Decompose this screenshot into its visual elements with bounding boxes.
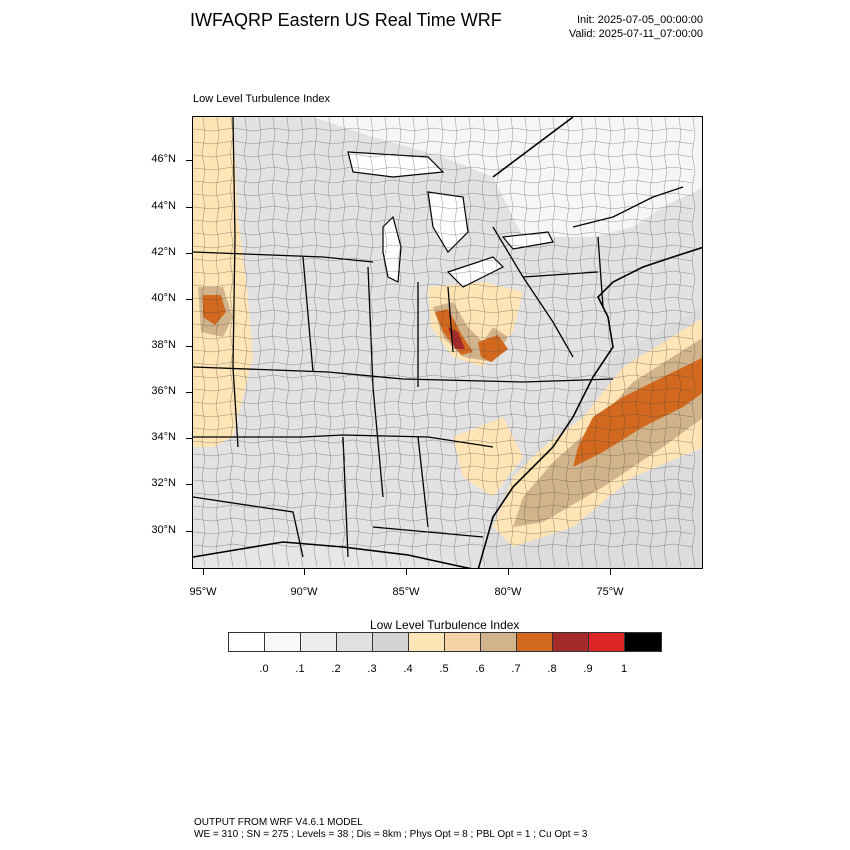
lon-tick [610, 569, 611, 575]
west-max [203, 295, 226, 325]
colorbar-label: .3 [367, 663, 377, 675]
lat-label: 36°N [151, 385, 176, 397]
ohio-max [448, 327, 465, 349]
lat-label: 30°N [151, 524, 176, 536]
init-time: Init: 2025-07-05_00:00:00 [577, 14, 703, 26]
lat-label: 34°N [151, 431, 176, 443]
colorbar-swatch [409, 633, 445, 651]
field-label: Low Level Turbulence Index [193, 93, 330, 105]
lat-tick [186, 299, 192, 300]
lat-tick [186, 438, 192, 439]
lon-tick [406, 569, 407, 575]
colorbar-label: .0 [259, 663, 269, 675]
colorbar [228, 632, 662, 652]
page-title: IWFAQRP Eastern US Real Time WRF [190, 10, 502, 30]
lat-tick [186, 253, 192, 254]
southeast-band [453, 417, 523, 497]
colorbar-swatch [625, 633, 661, 651]
colorbar-label: .9 [583, 663, 593, 675]
colorbar-swatch [589, 633, 625, 651]
colorbar-swatch [229, 633, 265, 651]
lat-label: 38°N [151, 339, 176, 351]
lon-label: 85°W [392, 586, 420, 598]
colorbar-label: .6 [475, 663, 485, 675]
offshore-max [573, 357, 702, 467]
state-boundaries [193, 117, 684, 558]
colorbar-title: Low Level Turbulence Index [370, 618, 520, 632]
colorbar-label: .1 [295, 663, 305, 675]
colorbar-swatch [265, 633, 301, 651]
map-canvas [193, 117, 702, 568]
lat-label: 46°N [151, 153, 176, 165]
footer-line-2: WE = 310 ; SN = 275 ; Levels = 38 ; Dis … [194, 829, 588, 840]
colorbar-label: 1 [620, 663, 628, 675]
colorbar-swatch [481, 633, 517, 651]
lat-tick [186, 392, 192, 393]
lat-label: 44°N [151, 200, 176, 212]
lon-label: 90°W [290, 586, 318, 598]
lake-superior [347, 151, 445, 178]
footer-line-1: OUTPUT FROM WRF V4.6.1 MODEL [194, 817, 363, 828]
lon-label: 80°W [494, 586, 522, 598]
lat-tick [186, 484, 192, 485]
lat-label: 40°N [151, 292, 176, 304]
lat-label: 42°N [151, 246, 176, 258]
map-panel [192, 116, 703, 569]
lon-label: 95°W [189, 586, 217, 598]
lat-tick [186, 160, 192, 161]
colorbar-swatch [553, 633, 589, 651]
lake-ontario [501, 231, 554, 250]
lat-label: 32°N [151, 477, 176, 489]
coastline [193, 117, 702, 568]
colorbar-label: .4 [403, 663, 413, 675]
lat-tick [186, 531, 192, 532]
lat-tick [186, 346, 192, 347]
model-footer: OUTPUT FROM WRF V4.6.1 MODEL WE = 310 ; … [194, 817, 587, 841]
colorbar-label: .8 [547, 663, 557, 675]
colorbar-swatch [301, 633, 337, 651]
lake-michigan [382, 215, 402, 283]
colorbar-swatch [373, 633, 409, 651]
colorbar-label: .2 [331, 663, 341, 675]
valid-time: Valid: 2025-07-11_07:00:00 [568, 28, 703, 40]
colorbar-label: .7 [511, 663, 521, 675]
lon-label: 75°W [596, 586, 624, 598]
lake-huron [427, 191, 469, 253]
colorbar-label: .5 [439, 663, 449, 675]
canada-region [313, 117, 702, 237]
lon-tick [304, 569, 305, 575]
lake-erie [446, 256, 505, 288]
colorbar-swatch [517, 633, 553, 651]
colorbar-swatch [337, 633, 373, 651]
colorbar-swatch [445, 633, 481, 651]
run-time-info: Init: 2025-07-05_00:00:00 Valid: 2025-07… [569, 13, 703, 41]
lat-tick [186, 207, 192, 208]
lon-tick [203, 569, 204, 575]
lon-tick [508, 569, 509, 575]
